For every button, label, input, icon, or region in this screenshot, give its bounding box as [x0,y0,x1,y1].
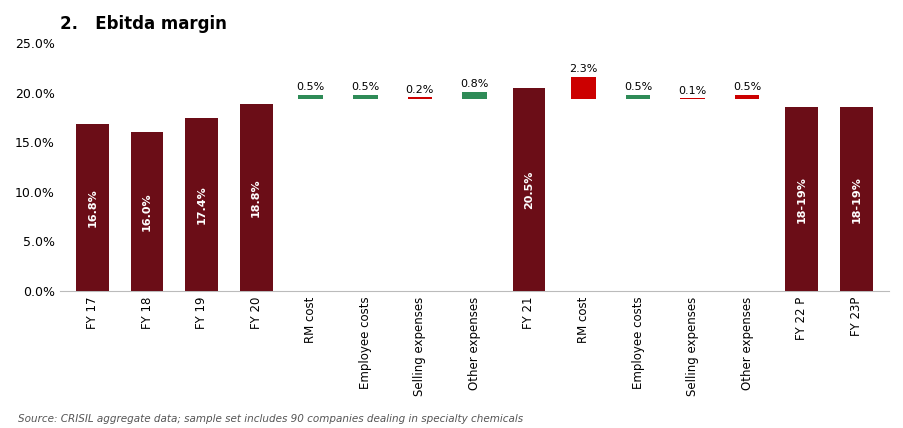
Text: 0.5%: 0.5% [350,81,379,92]
Text: 0.2%: 0.2% [405,84,433,95]
Bar [571,77,595,99]
Bar [625,95,649,99]
Bar [185,118,218,291]
Text: 16.0%: 16.0% [142,192,152,231]
Bar [298,95,322,99]
Bar [239,104,272,291]
Text: 0.5%: 0.5% [296,81,324,92]
Text: 17.4%: 17.4% [196,185,207,224]
Text: 18-19%: 18-19% [796,176,805,223]
Text: 2.3%: 2.3% [569,64,597,74]
Bar [680,98,704,99]
Text: 0.5%: 0.5% [732,81,760,92]
Bar [76,124,108,291]
Text: 18.8%: 18.8% [251,178,261,217]
Bar [461,92,486,99]
Bar [131,132,163,291]
Text: 18-19%: 18-19% [851,176,861,223]
Bar [407,98,432,99]
Text: 0.5%: 0.5% [623,81,651,92]
Text: 20.5%: 20.5% [524,170,534,208]
Text: 0.1%: 0.1% [678,86,706,95]
Bar [785,107,817,291]
Bar [352,95,377,99]
Text: 0.8%: 0.8% [460,79,488,89]
Text: Source: CRISIL aggregate data; sample set includes 90 companies dealing in speci: Source: CRISIL aggregate data; sample se… [18,414,523,424]
Bar [734,95,759,99]
Text: 16.8%: 16.8% [88,188,98,227]
Bar [839,107,871,291]
Text: 2.   Ebitda margin: 2. Ebitda margin [60,15,227,33]
Bar [512,88,545,291]
